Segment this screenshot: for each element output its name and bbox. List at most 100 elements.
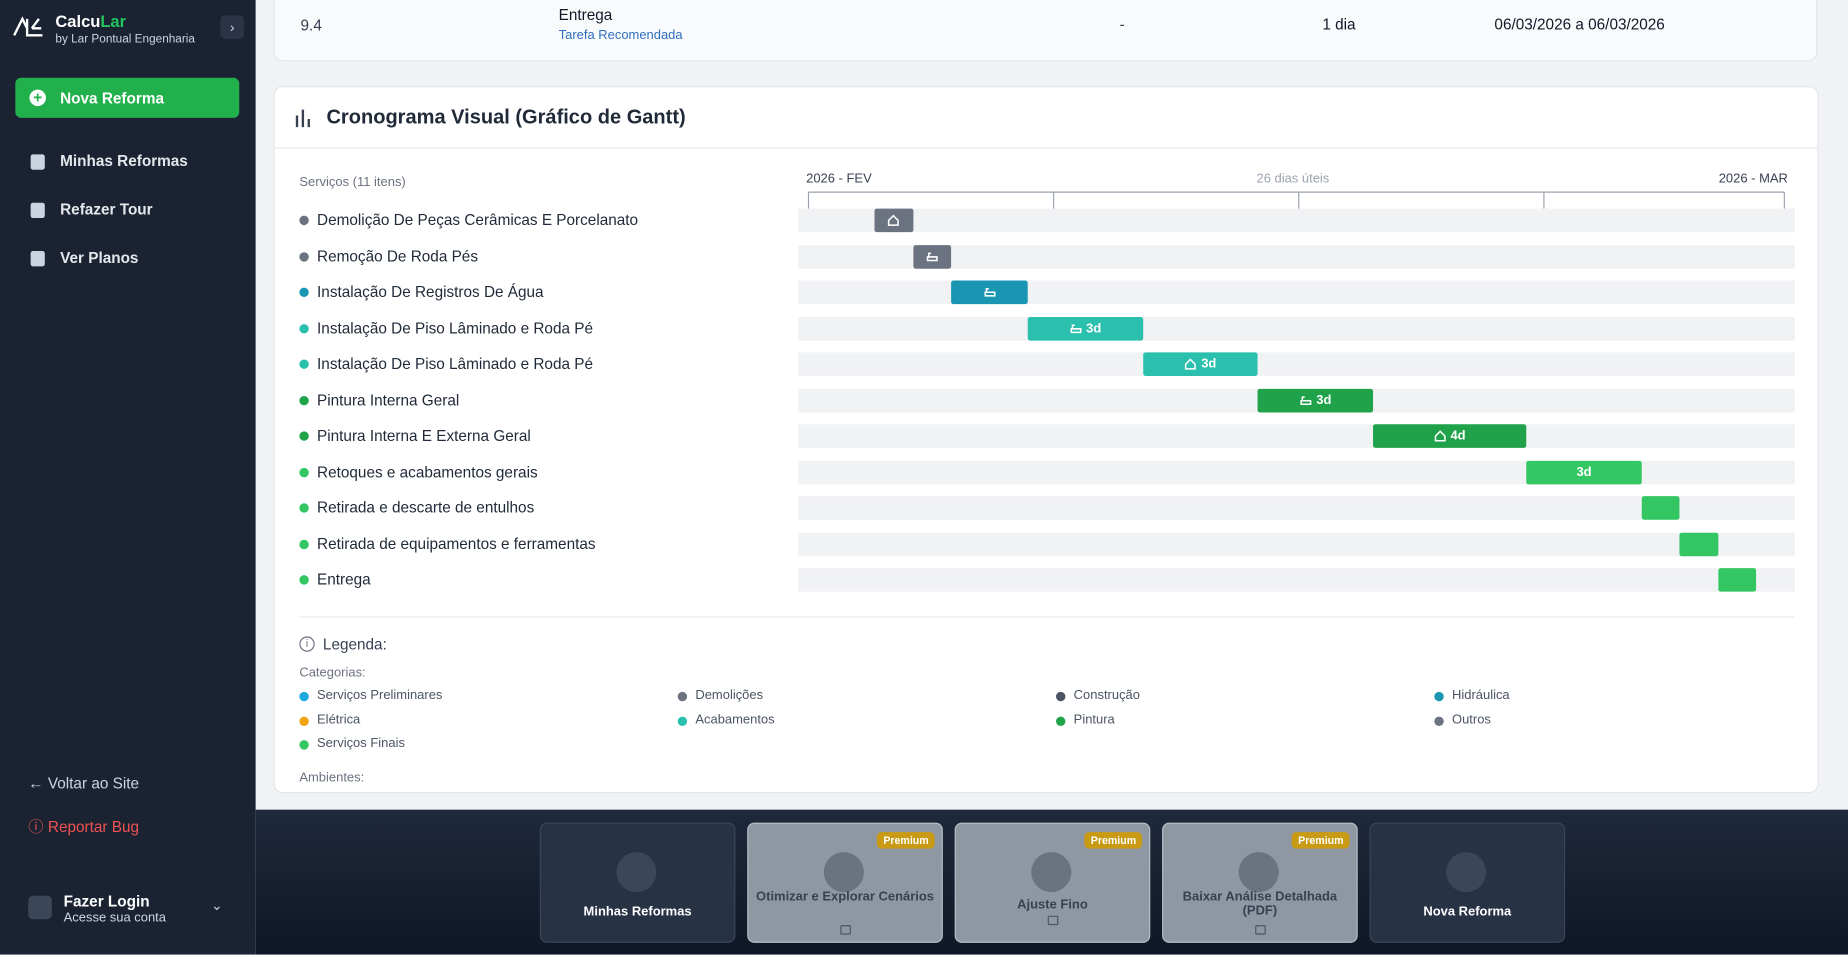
category-dot <box>299 323 309 333</box>
row-task: Entrega <box>558 5 613 24</box>
legend-dot <box>299 691 309 702</box>
category-dot <box>299 503 309 513</box>
bar-icon <box>926 252 938 261</box>
service-name: Retirada de equipamentos e ferramentas <box>317 534 596 553</box>
row-period: 06/03/2026 a 06/03/2026 <box>1494 15 1665 33</box>
premium-badge: Premium <box>1084 832 1143 849</box>
timeline-axis <box>807 191 1785 209</box>
nav-item[interactable]: Minhas Reformas <box>60 152 188 170</box>
gantt-bar: 3d <box>1526 460 1642 484</box>
legend-dot <box>1055 715 1066 726</box>
plus-icon: + <box>29 89 46 107</box>
table-row: 9.4 Entrega Tarefa Recomendada - 1 dia 0… <box>273 0 1818 62</box>
bar-icon <box>1434 430 1446 442</box>
login-chevron[interactable]: ⌄ <box>210 896 223 914</box>
gantt-title: Cronograma Visual (Gráfico de Gantt) <box>326 106 686 129</box>
lock-icon <box>1047 915 1059 926</box>
action-card[interactable]: Ajuste Fino Premium <box>954 822 1151 943</box>
premium-badge: Premium <box>1292 832 1350 849</box>
action-icon <box>1031 852 1072 893</box>
nav-icon <box>30 154 45 170</box>
service-name: Entrega <box>317 570 371 589</box>
category-dot <box>299 215 309 226</box>
legend-dot <box>677 715 688 726</box>
nav-item[interactable]: Ver Planos <box>60 248 139 267</box>
back-label: Voltar ao Site <box>47 774 140 792</box>
collapse-button[interactable]: › <box>220 15 244 39</box>
service-name: Retirada e descarte de entulhos <box>317 498 535 517</box>
action-label: Baixar Análise Detalhada (PDF) <box>1182 889 1338 919</box>
legend-label: Elétrica <box>317 712 361 727</box>
bar-icon <box>888 214 900 226</box>
duration-label: 4d <box>1450 428 1466 444</box>
gantt-card: Cronograma Visual (Gráfico de Gantt) Ser… <box>273 86 1819 794</box>
service-name: Pintura Interna Geral <box>317 390 460 409</box>
environments-label: Ambientes: <box>299 770 365 785</box>
legend-label: Pintura <box>1073 712 1115 727</box>
duration-label: 3d <box>1576 464 1592 480</box>
category-dot <box>299 539 309 549</box>
gantt-bar <box>1641 496 1680 520</box>
bar-icon <box>984 287 996 297</box>
action-label: Nova Reforma <box>1423 905 1512 920</box>
action-card[interactable]: Minhas Reformas <box>539 822 736 943</box>
action-label: Ajuste Fino <box>1017 898 1088 913</box>
row-tag: Tarefa Recomendada <box>558 28 683 43</box>
action-card[interactable]: Nova Reforma <box>1369 822 1566 943</box>
duration-label: 3d <box>1086 321 1102 336</box>
legend-label: Acabamentos <box>695 712 775 727</box>
track <box>797 568 1795 592</box>
track <box>797 316 1795 341</box>
nav-icon <box>30 251 45 267</box>
category-dot <box>299 395 309 405</box>
legend-label: Hidráulica <box>1451 688 1510 703</box>
gantt-bar <box>1718 568 1757 592</box>
gantt-bar <box>951 280 1028 305</box>
category-dot <box>299 251 309 262</box>
legend-label: Outros <box>1451 712 1491 727</box>
service-name: Demolição De Peças Cerâmicas E Porcelana… <box>317 210 639 229</box>
track <box>797 424 1795 448</box>
service-name: Instalação De Registros De Água <box>317 282 544 301</box>
bug-link[interactable]: ⓘ Reportar Bug <box>28 817 140 836</box>
bug-label: Reportar Bug <box>47 817 140 836</box>
action-bar: Minhas Reformas Otimizar e Explorar Cenár… <box>255 809 1848 955</box>
track <box>797 244 1795 269</box>
nav-item[interactable]: Refazer Tour <box>60 200 153 219</box>
login-title[interactable]: Fazer Login <box>63 892 150 910</box>
gantt-bar <box>1679 532 1719 556</box>
track <box>797 532 1795 556</box>
row-duration: 1 dia <box>1322 15 1356 33</box>
nav-icon <box>30 202 45 219</box>
legend-title: Legenda: <box>322 635 387 653</box>
legend-label: Construção <box>1073 688 1140 703</box>
brand-b: Lar <box>100 11 127 31</box>
legend-dot <box>299 715 309 726</box>
gantt-bar: 3d <box>1143 352 1259 376</box>
category-dot <box>299 287 309 297</box>
action-icon <box>823 852 864 893</box>
back-link[interactable]: ← Voltar ao Site <box>28 774 140 792</box>
action-icon <box>616 852 657 893</box>
new-button[interactable]: + Nova Reforma <box>15 77 240 118</box>
service-name: Pintura Interna E Externa Geral <box>317 426 531 445</box>
action-card[interactable]: Otimizar e Explorar Cenários Premium <box>747 822 943 943</box>
categories-label: Categorias: <box>299 665 366 681</box>
legend-label: Serviços Preliminares <box>317 688 443 703</box>
category-dot <box>299 431 309 441</box>
service-name: Remoção De Roda Pés <box>317 246 479 265</box>
premium-badge: Premium <box>877 832 935 849</box>
action-card[interactable]: Baixar Análise Detalhada (PDF) Premium <box>1162 822 1358 943</box>
track <box>797 280 1795 305</box>
lock-icon <box>840 925 851 935</box>
sidebar: CalcuLar by Lar Pontual Engenharia › + N… <box>0 0 256 955</box>
legend-dot <box>677 691 688 702</box>
brand-a: Calcu <box>55 11 101 31</box>
brand: CalcuLar <box>55 12 126 31</box>
service-name: Instalação De Piso Lâminado e Roda Pé <box>317 354 594 373</box>
lock-icon <box>1255 925 1266 935</box>
action-icon <box>1238 852 1279 893</box>
service-name: Instalação De Piso Lâminado e Roda Pé <box>317 318 594 337</box>
timeline-span: 26 dias úteis <box>1256 172 1330 187</box>
